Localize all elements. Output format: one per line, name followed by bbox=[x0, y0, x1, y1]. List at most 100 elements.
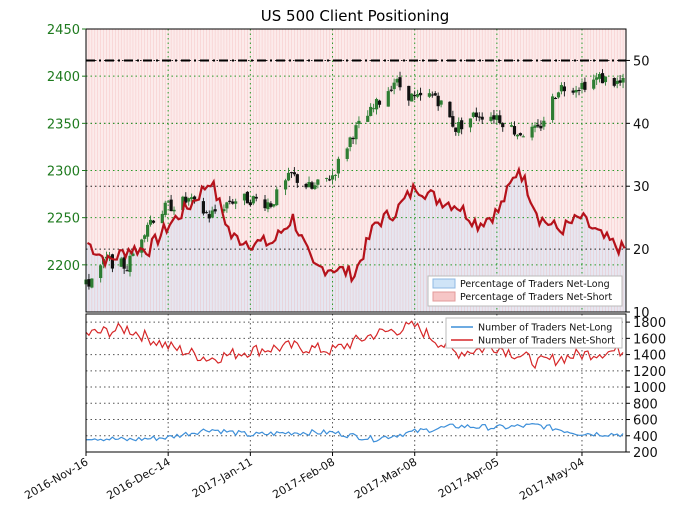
net-long-bar bbox=[599, 230, 603, 312]
right-tick-label: 200 bbox=[633, 446, 658, 461]
candle-up bbox=[210, 210, 214, 218]
net-long-bar bbox=[505, 186, 509, 312]
candle-down bbox=[151, 220, 156, 223]
legend-label: Percentage of Traders Net-Long bbox=[460, 279, 610, 290]
x-tick-label: 2017-Jan-11 bbox=[190, 455, 255, 500]
candle-up bbox=[471, 112, 475, 117]
candle-up bbox=[325, 177, 329, 179]
net-long-bar bbox=[496, 212, 501, 312]
net-long-bar bbox=[517, 169, 521, 312]
candle-down bbox=[377, 100, 382, 105]
net-long-bar bbox=[511, 177, 515, 312]
candle-up bbox=[166, 201, 170, 203]
net-long-bar bbox=[567, 222, 571, 312]
candle-up bbox=[439, 100, 443, 105]
candle-down bbox=[498, 115, 502, 124]
net-long-bar bbox=[88, 244, 93, 312]
candle-up bbox=[580, 82, 584, 90]
net-long-bar bbox=[338, 266, 342, 312]
candle-up bbox=[521, 136, 525, 138]
net-long-bar bbox=[103, 265, 107, 312]
net-long-bar bbox=[100, 256, 104, 312]
net-long-bar bbox=[97, 254, 102, 312]
net-short-count-line bbox=[85, 320, 624, 370]
net-long-bar bbox=[156, 244, 160, 312]
candle-up bbox=[372, 108, 376, 110]
candle-down bbox=[122, 257, 126, 269]
candle-up bbox=[427, 93, 431, 97]
candle-up bbox=[621, 77, 625, 83]
candle-down bbox=[583, 81, 587, 90]
candle-up bbox=[386, 91, 390, 107]
net-long-bar bbox=[147, 255, 151, 312]
left-tick-label: 2350 bbox=[47, 117, 80, 132]
candle-down bbox=[327, 179, 332, 181]
candle-down bbox=[304, 183, 308, 188]
candle-up bbox=[272, 204, 276, 207]
right-tick-label: 1800 bbox=[633, 316, 666, 331]
candle-up bbox=[336, 158, 340, 174]
net-long-bar bbox=[364, 238, 369, 312]
candle-up bbox=[489, 116, 493, 121]
legend-box bbox=[445, 317, 623, 349]
net-long-bar bbox=[106, 255, 110, 312]
net-long-bar bbox=[91, 254, 96, 312]
net-long-bar bbox=[382, 214, 386, 312]
net-long-bar bbox=[482, 226, 486, 312]
candle-up bbox=[251, 196, 255, 204]
net-long-bar bbox=[226, 226, 231, 312]
net-long-bar bbox=[491, 222, 495, 312]
net-long-bar bbox=[317, 265, 322, 312]
net-long-bar bbox=[115, 259, 119, 312]
candle-up bbox=[242, 193, 247, 201]
net-long-bar bbox=[552, 220, 556, 312]
price-candles bbox=[84, 69, 625, 290]
net-long-bar bbox=[162, 224, 166, 312]
net-long-bar bbox=[197, 199, 201, 312]
net-short-percent-line bbox=[86, 165, 626, 284]
net-long-bar bbox=[473, 219, 477, 312]
x-tick-label: 2017-May-04 bbox=[517, 455, 586, 503]
candle-up bbox=[283, 180, 288, 190]
net-long-bar bbox=[379, 226, 383, 312]
legend-label: Percentage of Traders Net-Short bbox=[460, 292, 612, 303]
net-long-bar bbox=[182, 203, 187, 312]
net-long-bar bbox=[587, 227, 592, 312]
candle-up bbox=[410, 93, 414, 102]
net-long-bar bbox=[590, 228, 595, 312]
net-long-bar bbox=[564, 220, 568, 312]
net-long-bar bbox=[215, 200, 219, 312]
candle-up bbox=[160, 213, 164, 224]
right-tick-label: 600 bbox=[633, 414, 658, 429]
candle-down bbox=[501, 123, 505, 128]
candle-up bbox=[366, 115, 370, 122]
candle-down bbox=[231, 201, 235, 204]
net-long-bar bbox=[144, 254, 149, 312]
candle-down bbox=[612, 78, 616, 86]
net-long-bar bbox=[132, 246, 137, 312]
candle-up bbox=[163, 202, 167, 215]
top-panel-legend: Percentage of Traders Net-Long Percentage… bbox=[427, 275, 623, 307]
right-tick-label: 1400 bbox=[633, 349, 666, 364]
candle-up bbox=[495, 115, 499, 120]
net-long-bar bbox=[361, 258, 366, 312]
candle-up bbox=[354, 125, 358, 140]
net-long-bar bbox=[221, 212, 225, 312]
right-tick-label: 400 bbox=[633, 430, 658, 445]
candle-up bbox=[603, 76, 608, 83]
net-long-bar bbox=[279, 232, 284, 312]
candle-up bbox=[190, 197, 194, 199]
candle-down bbox=[448, 101, 452, 118]
candle-up bbox=[181, 196, 185, 211]
right-tick-label: 50 bbox=[633, 54, 650, 69]
net-long-bar bbox=[420, 196, 424, 312]
candle-down bbox=[263, 199, 267, 209]
candle-down bbox=[125, 270, 129, 272]
net-long-bar bbox=[288, 225, 292, 312]
net-long-bar bbox=[223, 224, 228, 312]
net-long-bar bbox=[467, 220, 471, 312]
net-long-bar bbox=[400, 201, 404, 312]
x-tick-label: 2016-Dec-14 bbox=[104, 455, 172, 502]
top-panel-axes: 2200 2250 2300 2350 2400 2450 10 20 30 40 50 bbox=[47, 23, 650, 321]
net-long-bar bbox=[358, 260, 363, 312]
